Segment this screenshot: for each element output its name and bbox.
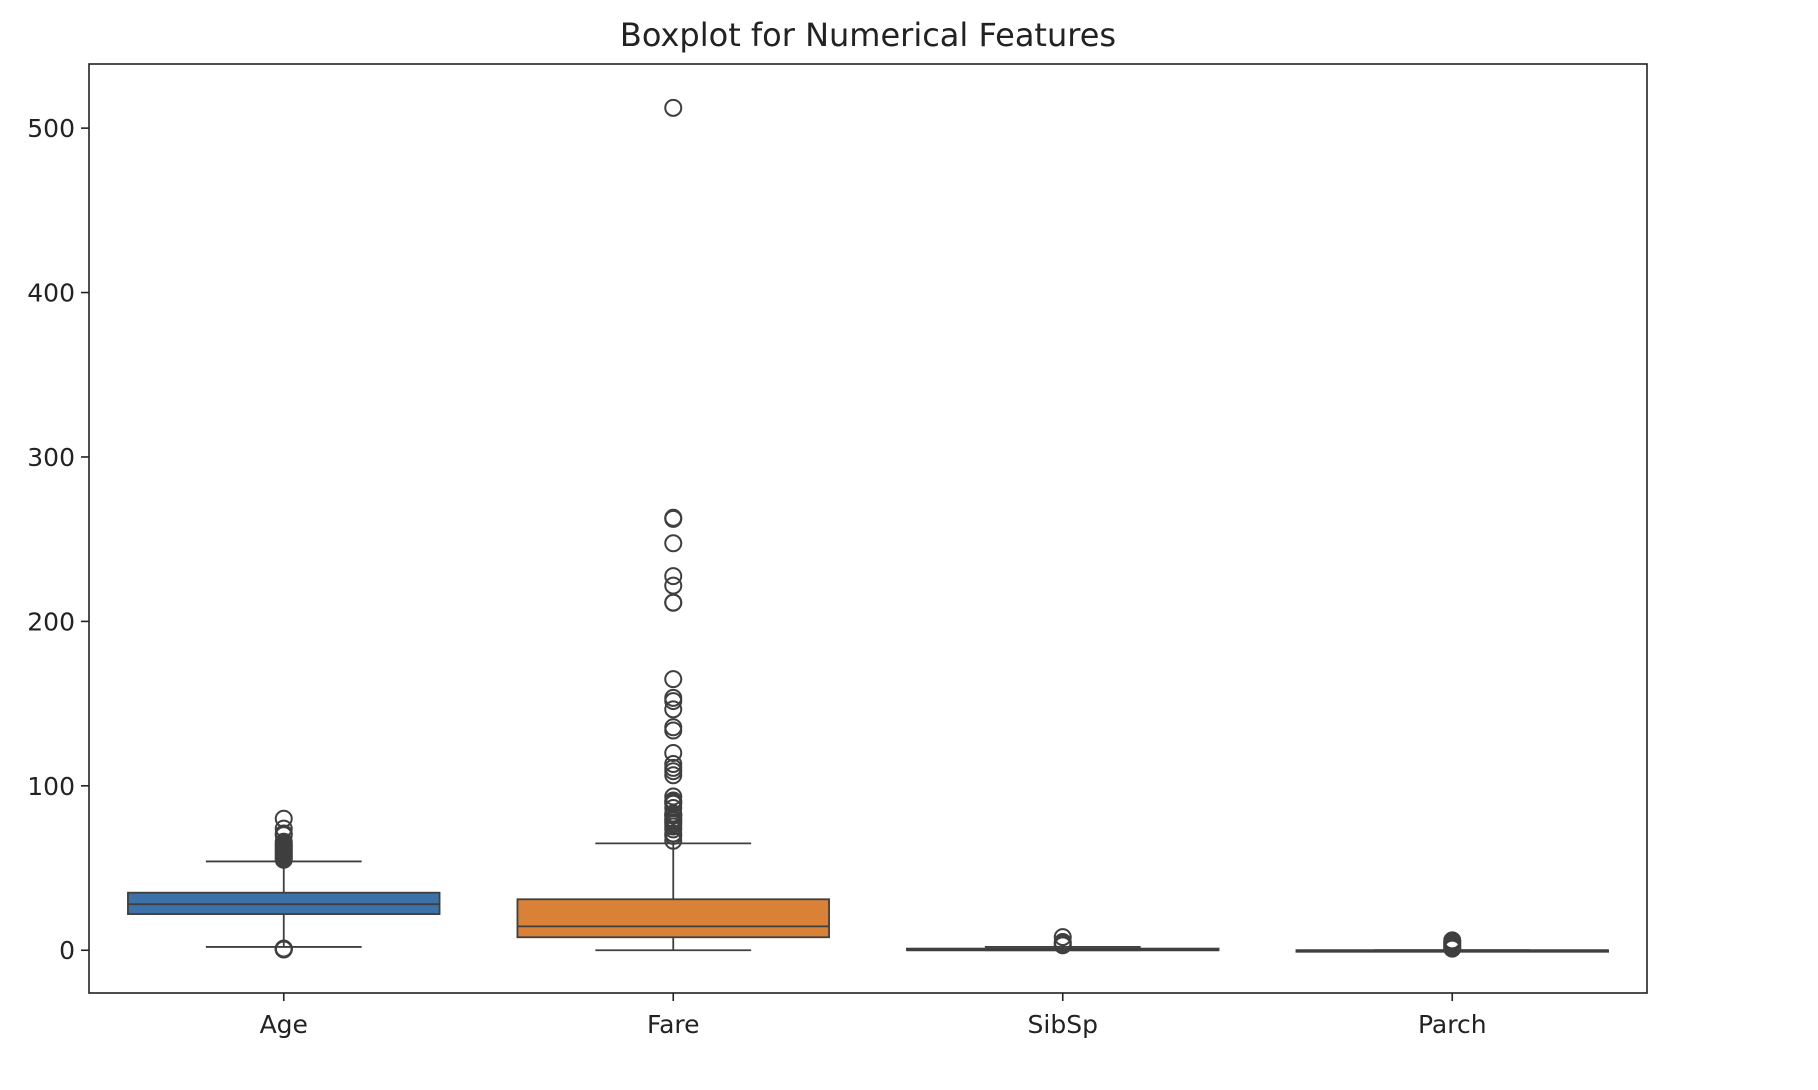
y-tick-label: 200 xyxy=(27,607,75,636)
x-tick-label-sibsp: SibSp xyxy=(1028,1010,1098,1039)
outlier-point xyxy=(664,576,683,595)
y-tick-label: 300 xyxy=(27,443,75,472)
outlier-point xyxy=(664,754,683,773)
box-parch xyxy=(1295,931,1609,958)
outlier-point xyxy=(664,700,683,719)
y-axis: 0 100 200 300 400 500 xyxy=(27,114,89,965)
chart-title: Boxplot for Numerical Features xyxy=(620,16,1116,54)
y-tick-label: 400 xyxy=(27,279,75,308)
outlier-point xyxy=(1443,931,1462,950)
outlier-point xyxy=(1053,928,1072,947)
box-body-fare xyxy=(516,898,830,939)
box-sibsp xyxy=(906,928,1220,955)
x-axis: Age Fare SibSp Parch xyxy=(260,993,1487,1039)
outlier-point xyxy=(664,98,683,117)
outlier-point xyxy=(274,832,293,851)
y-tick-label: 500 xyxy=(27,114,75,143)
outlier-point xyxy=(274,809,293,828)
x-tick-label-parch: Parch xyxy=(1418,1010,1487,1039)
outlier-point xyxy=(664,743,683,762)
outlier-point xyxy=(664,567,683,586)
outlier-point xyxy=(664,787,683,806)
x-tick-label-fare: Fare xyxy=(647,1010,700,1039)
x-tick-label-age: Age xyxy=(260,1010,308,1039)
outlier-point xyxy=(664,534,683,553)
outlier-point xyxy=(664,804,683,823)
y-tick-label: 0 xyxy=(59,936,75,965)
outlier-point xyxy=(274,939,293,958)
outlier-point xyxy=(664,508,683,527)
box-age xyxy=(127,809,441,959)
outlier-point xyxy=(664,670,683,689)
y-tick-label: 100 xyxy=(27,772,75,801)
outlier-point xyxy=(664,593,683,612)
outlier-point xyxy=(664,718,683,737)
outlier-point xyxy=(274,824,293,843)
boxes xyxy=(127,98,1609,959)
outlier-point xyxy=(274,819,293,838)
plot-frame xyxy=(88,63,1648,994)
box-fare xyxy=(516,98,830,952)
outlier-point xyxy=(664,688,683,707)
outlier-point xyxy=(1053,933,1072,952)
outlier-point xyxy=(664,799,683,818)
